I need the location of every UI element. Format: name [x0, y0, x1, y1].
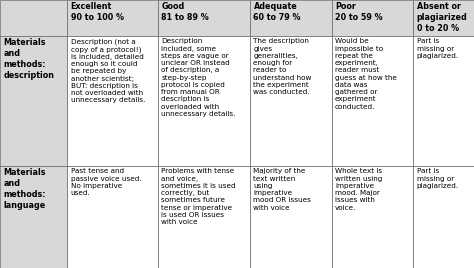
Text: Whole text is
written using
imperative
mood. Major
issues with
voice.: Whole text is written using imperative m… [335, 168, 383, 211]
Text: Would be
impossible to
repeat the
experiment,
reader must
guess at how the
data : Would be impossible to repeat the experi… [335, 38, 397, 110]
Text: Past tense and
passive voice used.
No imperative
used.: Past tense and passive voice used. No im… [71, 168, 141, 196]
Bar [158, 36, 250, 166]
Text: Problems with tense
and voice,
sometimes it is used
correctly, but
sometimes fut: Problems with tense and voice, sometimes… [161, 168, 236, 225]
Bar [413, 0, 474, 36]
Bar [332, 36, 413, 166]
Text: Description
included, some
steps are vague or
unclear OR instead
of description,: Description included, some steps are vag… [161, 38, 236, 117]
Bar [332, 166, 413, 268]
Bar [250, 0, 332, 36]
Bar [0, 36, 67, 166]
Bar [250, 36, 332, 166]
Text: The description
gives
generalities,
enough for
reader to
understand how
the expe: The description gives generalities, enou… [254, 38, 312, 95]
Bar [413, 36, 474, 166]
Text: Materials
and
methods:
description: Materials and methods: description [3, 38, 55, 80]
Bar [158, 166, 250, 268]
Bar [0, 0, 67, 36]
Bar [67, 0, 158, 36]
Text: Poor
20 to 59 %: Poor 20 to 59 % [335, 2, 383, 22]
Text: Part is
missing or
plagiarized.: Part is missing or plagiarized. [417, 168, 459, 189]
Bar [413, 166, 474, 268]
Bar [0, 166, 67, 268]
Text: Materials
and
methods:
language: Materials and methods: language [3, 168, 46, 210]
Text: Excellent
90 to 100 %: Excellent 90 to 100 % [71, 2, 124, 22]
Bar [67, 166, 158, 268]
Bar [250, 166, 332, 268]
Text: Description (not a
copy of a protocol!)
is included, detailed
enough so it could: Description (not a copy of a protocol!) … [71, 38, 145, 103]
Bar [332, 0, 413, 36]
Bar [67, 36, 158, 166]
Bar [158, 0, 250, 36]
Text: Absent or
plagiarized
0 to 20 %: Absent or plagiarized 0 to 20 % [417, 2, 467, 33]
Text: Majority of the
text written
using
imperative
mood OR issues
with voice: Majority of the text written using imper… [254, 168, 311, 211]
Text: Good
81 to 89 %: Good 81 to 89 % [161, 2, 209, 22]
Text: Part is
missing or
plagiarized.: Part is missing or plagiarized. [417, 38, 459, 59]
Text: Adequate
60 to 79 %: Adequate 60 to 79 % [254, 2, 301, 22]
